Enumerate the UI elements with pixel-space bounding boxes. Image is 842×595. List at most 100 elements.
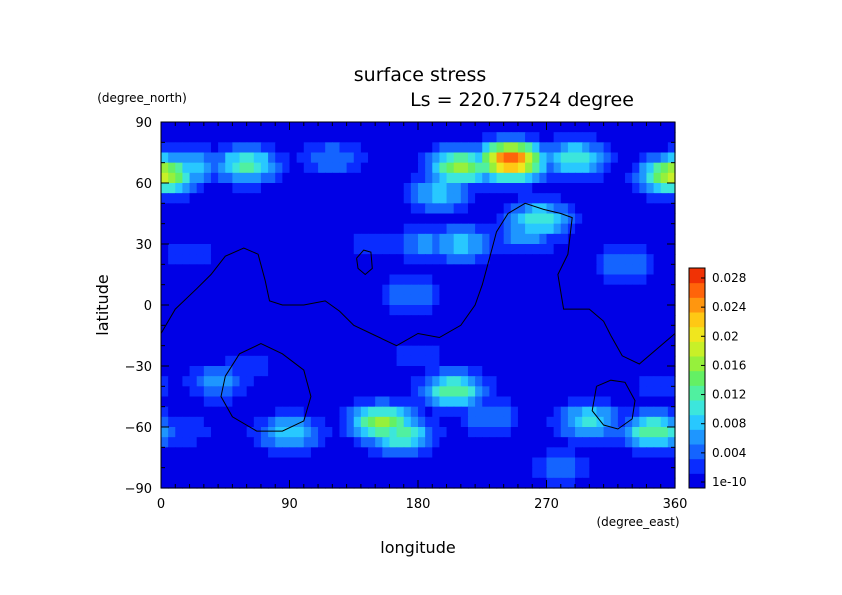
y-tick-label: 90 [135,116,152,131]
heatmap-cell [610,396,619,408]
heatmap-cell [403,427,412,438]
heatmap-cell [403,254,412,265]
heatmap-cell [203,132,212,143]
heatmap-cell [289,406,298,418]
heatmap-cell [553,366,562,377]
heatmap-cell [646,132,655,143]
heatmap-cell [446,132,455,143]
heatmap-cell [210,213,219,225]
heatmap-cell [196,325,205,337]
heatmap-cell [525,274,533,286]
heatmap-cell [275,213,283,225]
heatmap-cell [232,305,241,316]
heatmap-cell [453,457,462,469]
heatmap-cell [296,345,305,357]
heatmap-cell [517,325,526,337]
heatmap-cell [303,223,312,235]
heatmap-cell [225,366,233,377]
heatmap-cell [275,477,283,489]
heatmap-cell [582,152,590,164]
heatmap-cell [418,366,426,377]
heatmap-cell [360,193,369,204]
heatmap-cell [353,223,362,235]
heatmap-cell [525,345,533,357]
heatmap-cell [325,132,333,143]
heatmap-cell [161,325,169,337]
heatmap-cell [510,366,519,377]
heatmap-cell [203,264,212,276]
heatmap-cell [603,467,612,479]
heatmap-cell [268,437,276,448]
heatmap-cell [375,132,383,143]
heatmap-cell [482,294,490,306]
heatmap-cell [175,294,184,306]
heatmap-cell [575,254,583,265]
heatmap-cell [596,203,605,215]
heatmap-cell [168,467,176,479]
heatmap-cell [339,315,348,326]
heatmap-cell [453,325,462,337]
heatmap-cell [310,305,319,316]
heatmap-cell [560,142,569,154]
heatmap-cell [368,447,376,459]
heatmap-cell [567,193,576,204]
heatmap-cell [496,416,505,428]
heatmap-cell [175,183,184,194]
heatmap-cell [360,233,369,245]
heatmap-cell [453,305,462,316]
heatmap-cell [232,244,241,255]
heatmap-cell [589,142,598,154]
heatmap-cell [467,315,476,326]
heatmap-cell [189,447,198,459]
heatmap-cell [375,274,383,286]
heatmap-cell [339,396,348,408]
heatmap-cell [303,142,312,154]
heatmap-cell [196,294,205,306]
heatmap-cell [503,315,512,326]
heatmap-cell [410,467,419,479]
heatmap-cell [496,406,505,418]
heatmap-cell [539,416,548,428]
heatmap-cell [439,274,448,286]
heatmap-cell [218,447,226,459]
heatmap-cell [610,244,619,255]
heatmap-cell [425,406,433,418]
heatmap-cell [560,457,569,469]
heatmap-cell [525,122,533,133]
colorbar-label: 0.028 [712,271,746,285]
heatmap-cell [218,172,226,184]
heatmap-cell [203,416,212,428]
heatmap-cell [532,325,540,337]
heatmap-cell [546,244,555,255]
heatmap-cell [168,325,176,337]
heatmap-cell [582,142,590,154]
heatmap-cell [303,447,312,459]
heatmap-cell [610,152,619,164]
heatmap-cell [503,274,512,286]
heatmap-cell [410,437,419,448]
heatmap-cell [653,264,662,276]
heatmap-cell [418,437,426,448]
heatmap-cell [532,457,540,469]
heatmap-cell [232,416,241,428]
heatmap-cell [168,355,176,367]
heatmap-cell [346,203,355,215]
heatmap-cell [268,366,276,377]
heatmap-cell [589,376,598,387]
heatmap-cell [360,305,369,316]
heatmap-cell [239,244,248,255]
heatmap-cell [296,457,305,469]
heatmap-cell [310,132,319,143]
colorbar-label: 1e-10 [712,475,747,489]
heatmap-cell [225,416,233,428]
heatmap-cell [646,183,655,194]
heatmap-cell [639,457,648,469]
heatmap-cell [239,386,248,398]
heatmap-cell [310,416,319,428]
heatmap-cell [525,416,533,428]
heatmap-cell [567,396,576,408]
heatmap-cell [332,447,341,459]
heatmap-cell [667,193,676,204]
heatmap-cell [603,223,612,235]
heatmap-cell [460,213,469,225]
